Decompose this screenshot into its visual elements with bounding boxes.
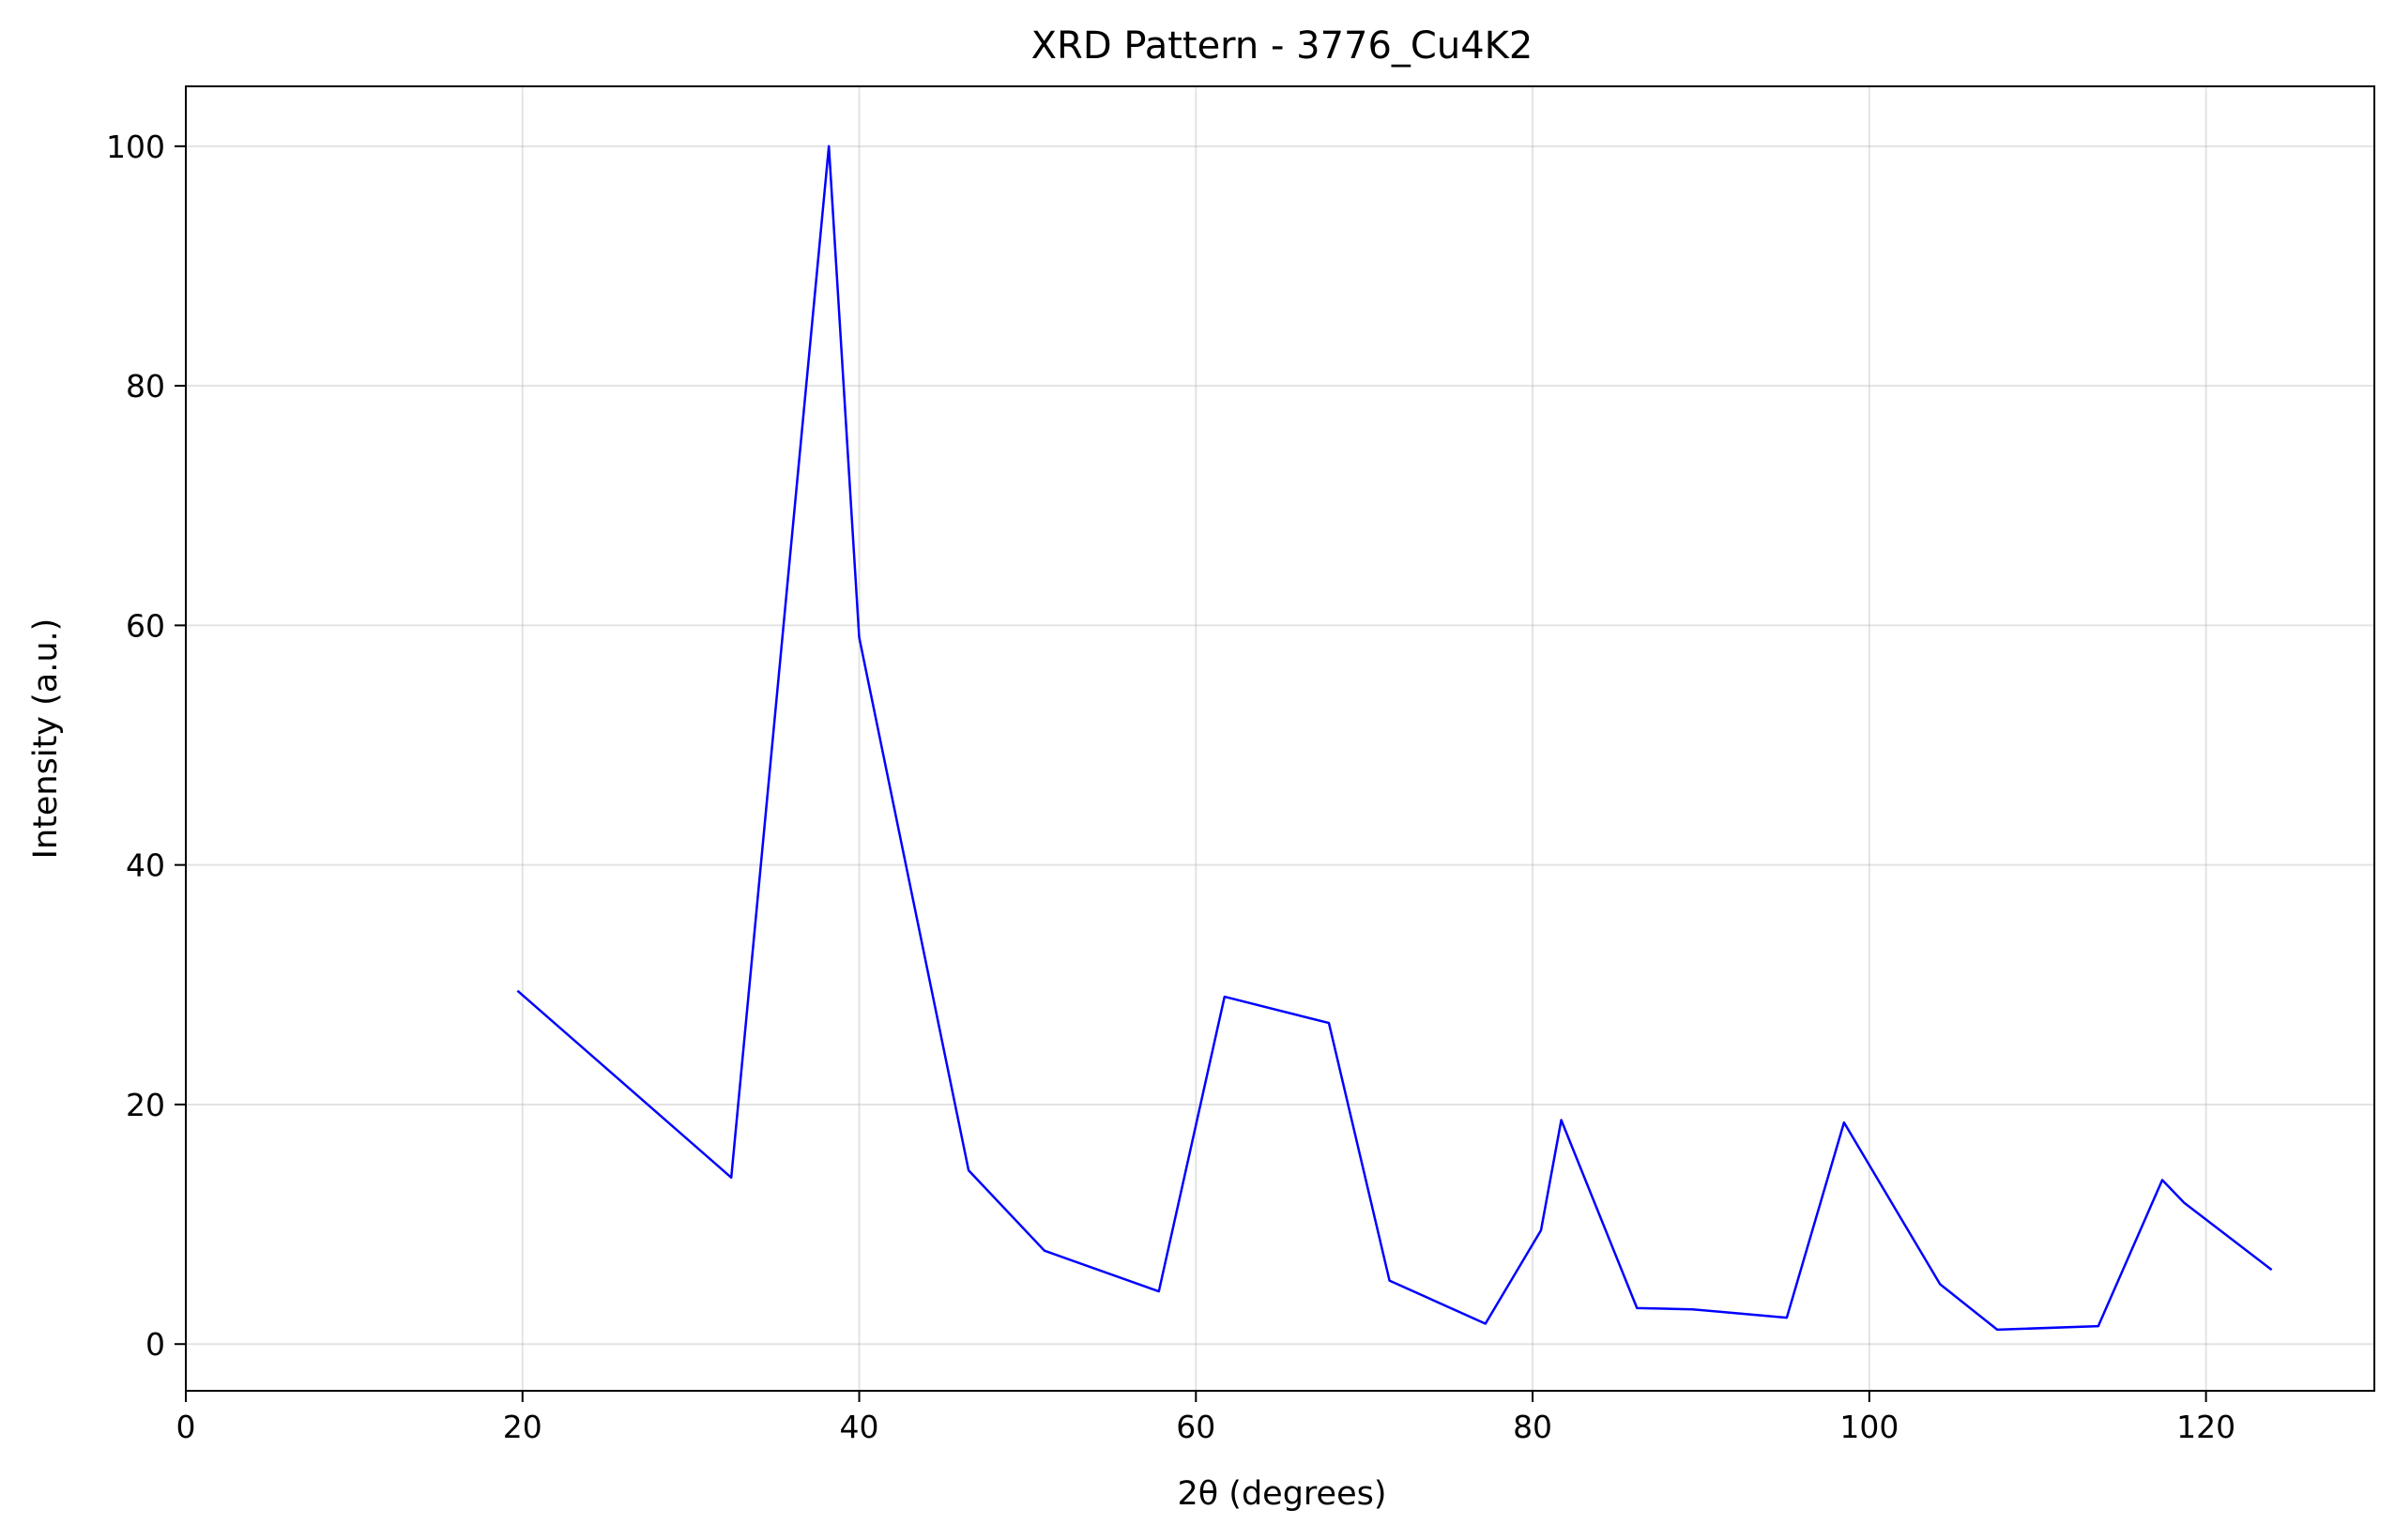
plot-frame: [185, 85, 2375, 1392]
chart-title: XRD Pattern - 3776_Cu4K2: [1031, 24, 1533, 68]
x-tick-label: 100: [1839, 1409, 1899, 1445]
ticks: 0 20 40 60 80 100 120 0 20 40 60 80 100: [106, 129, 2235, 1445]
series-layer: [516, 145, 2273, 1332]
y-tick-label: 0: [145, 1326, 165, 1363]
y-tick-label: 100: [106, 129, 165, 165]
y-tick-label: 40: [126, 847, 165, 884]
x-tick-label: 20: [503, 1409, 542, 1445]
y-tick-label: 80: [126, 368, 165, 404]
y-tick-label: 60: [126, 607, 165, 644]
x-tick-label: 0: [176, 1409, 196, 1445]
y-axis-label: Intensity (a.u.): [27, 618, 65, 860]
series-line: [516, 145, 2273, 1332]
x-axis-label: 2θ (degrees): [1177, 1475, 1386, 1513]
x-tick-label: 120: [2176, 1409, 2235, 1445]
x-tick-label: 60: [1176, 1409, 1215, 1445]
x-tick-label: 40: [840, 1409, 879, 1445]
x-tick-label: 80: [1513, 1409, 1552, 1445]
y-tick-label: 20: [126, 1087, 165, 1123]
grid: [185, 86, 2374, 1391]
